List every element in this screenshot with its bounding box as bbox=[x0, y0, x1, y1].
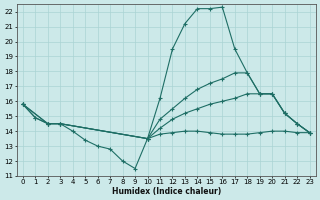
X-axis label: Humidex (Indice chaleur): Humidex (Indice chaleur) bbox=[112, 187, 221, 196]
